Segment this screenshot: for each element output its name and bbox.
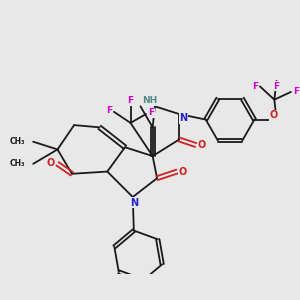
Text: F: F (148, 108, 154, 117)
Text: O: O (269, 110, 277, 120)
Text: CH₃: CH₃ (10, 137, 26, 146)
Text: F: F (253, 82, 259, 91)
Text: CH₃: CH₃ (10, 159, 26, 168)
Text: N: N (130, 197, 138, 208)
Text: F: F (274, 82, 280, 91)
Text: O: O (47, 158, 55, 168)
Text: NH: NH (142, 96, 157, 105)
Text: F: F (293, 87, 299, 96)
Text: F: F (106, 106, 112, 115)
Text: N: N (180, 113, 188, 124)
Text: O: O (197, 140, 206, 150)
Text: F: F (128, 96, 134, 105)
Text: O: O (178, 167, 187, 177)
